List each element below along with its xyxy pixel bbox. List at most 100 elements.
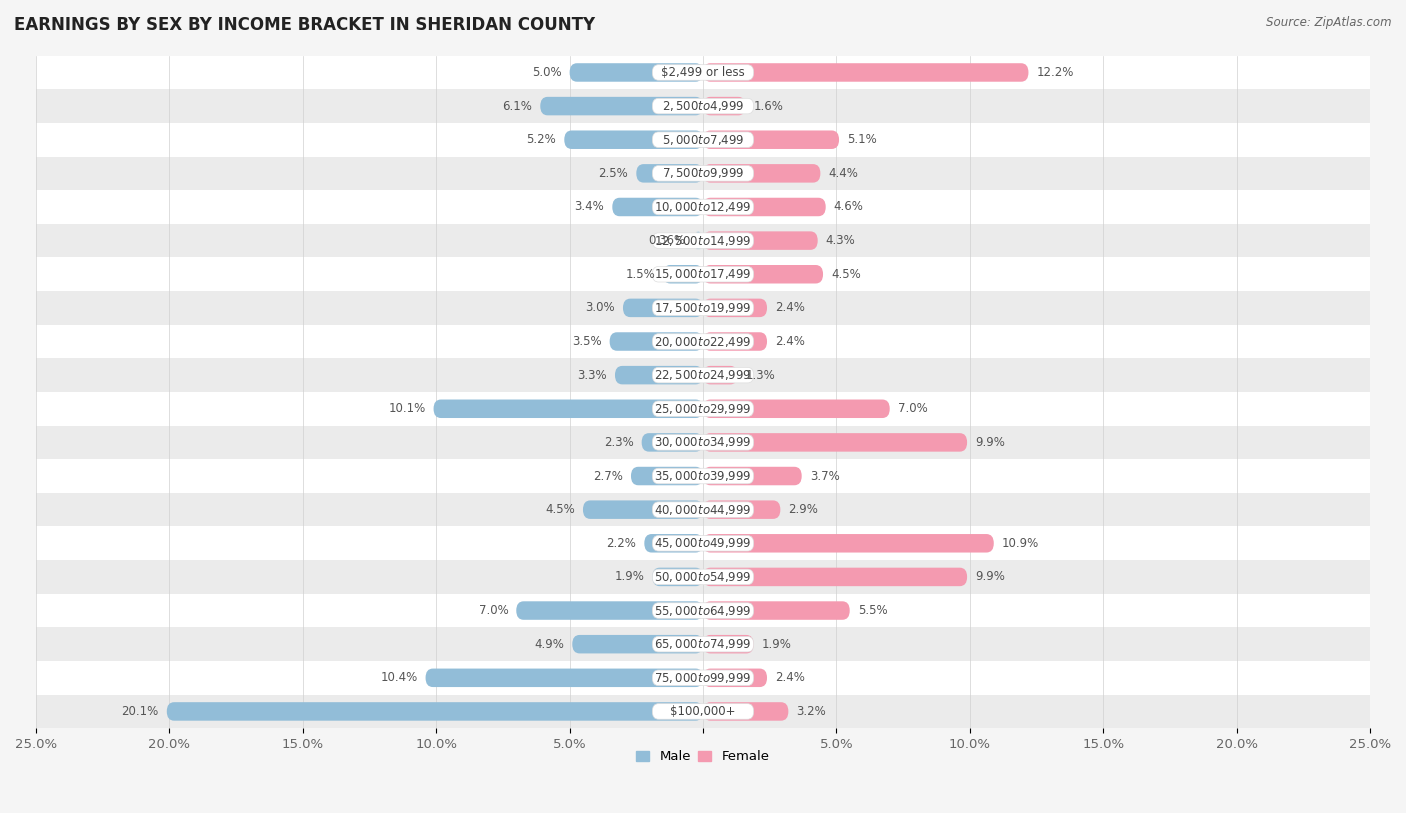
Text: 2.4%: 2.4% [775,672,804,685]
Text: 1.9%: 1.9% [614,571,644,584]
Text: 20.1%: 20.1% [121,705,159,718]
Text: 4.5%: 4.5% [546,503,575,516]
Text: 4.5%: 4.5% [831,267,860,280]
FancyBboxPatch shape [703,63,1028,82]
FancyBboxPatch shape [631,467,703,485]
Text: 10.1%: 10.1% [388,402,426,415]
FancyBboxPatch shape [540,97,703,115]
Text: 4.6%: 4.6% [834,201,863,214]
FancyBboxPatch shape [652,567,703,586]
Text: 5.1%: 5.1% [846,133,877,146]
Text: 12.2%: 12.2% [1036,66,1074,79]
FancyBboxPatch shape [703,298,768,317]
FancyBboxPatch shape [583,501,703,519]
FancyBboxPatch shape [652,536,754,551]
Bar [37,258,1369,291]
FancyBboxPatch shape [641,433,703,452]
Text: $55,000 to $64,999: $55,000 to $64,999 [654,603,752,618]
Bar [37,392,1369,425]
Text: $65,000 to $74,999: $65,000 to $74,999 [654,637,752,651]
FancyBboxPatch shape [652,334,754,350]
FancyBboxPatch shape [703,130,839,149]
Text: EARNINGS BY SEX BY INCOME BRACKET IN SHERIDAN COUNTY: EARNINGS BY SEX BY INCOME BRACKET IN SHE… [14,16,595,34]
Text: 1.9%: 1.9% [762,637,792,650]
Text: $45,000 to $49,999: $45,000 to $49,999 [654,537,752,550]
Bar [37,628,1369,661]
FancyBboxPatch shape [703,333,768,350]
Text: 5.2%: 5.2% [526,133,557,146]
FancyBboxPatch shape [693,232,703,250]
FancyBboxPatch shape [652,367,754,383]
FancyBboxPatch shape [652,267,754,282]
Text: $7,500 to $9,999: $7,500 to $9,999 [662,167,744,180]
Text: $25,000 to $29,999: $25,000 to $29,999 [654,402,752,415]
Text: 5.0%: 5.0% [531,66,561,79]
Text: 1.6%: 1.6% [754,100,783,112]
Text: 2.2%: 2.2% [606,537,637,550]
Text: $20,000 to $22,499: $20,000 to $22,499 [654,334,752,349]
Text: 3.5%: 3.5% [572,335,602,348]
FancyBboxPatch shape [652,602,754,619]
Text: $40,000 to $44,999: $40,000 to $44,999 [654,502,752,516]
Text: 3.0%: 3.0% [585,302,614,315]
Bar [37,593,1369,628]
FancyBboxPatch shape [703,433,967,452]
Text: $17,500 to $19,999: $17,500 to $19,999 [654,301,752,315]
FancyBboxPatch shape [703,366,738,385]
Bar [37,425,1369,459]
FancyBboxPatch shape [703,467,801,485]
Bar [37,527,1369,560]
FancyBboxPatch shape [703,501,780,519]
Bar [37,157,1369,190]
FancyBboxPatch shape [703,97,745,115]
Text: 3.2%: 3.2% [796,705,827,718]
Text: 1.5%: 1.5% [626,267,655,280]
FancyBboxPatch shape [652,468,754,484]
FancyBboxPatch shape [703,702,789,720]
FancyBboxPatch shape [652,166,754,181]
FancyBboxPatch shape [703,668,768,687]
Text: 10.9%: 10.9% [1002,537,1039,550]
Text: 2.4%: 2.4% [775,302,804,315]
Legend: Male, Female: Male, Female [631,746,775,769]
FancyBboxPatch shape [703,602,849,620]
Text: 3.4%: 3.4% [575,201,605,214]
Bar [37,359,1369,392]
FancyBboxPatch shape [703,567,967,586]
Text: 2.5%: 2.5% [599,167,628,180]
Bar [37,694,1369,728]
Text: $30,000 to $34,999: $30,000 to $34,999 [654,436,752,450]
FancyBboxPatch shape [703,198,825,216]
FancyBboxPatch shape [652,637,754,652]
Text: $2,499 or less: $2,499 or less [661,66,745,79]
FancyBboxPatch shape [652,65,754,80]
Text: 3.7%: 3.7% [810,470,839,483]
Text: $10,000 to $12,499: $10,000 to $12,499 [654,200,752,214]
Text: 10.4%: 10.4% [380,672,418,685]
FancyBboxPatch shape [703,232,818,250]
Text: 3.3%: 3.3% [578,368,607,381]
Text: $100,000+: $100,000+ [671,705,735,718]
Bar [37,89,1369,123]
Text: 7.0%: 7.0% [898,402,928,415]
Bar [37,123,1369,157]
Text: 2.9%: 2.9% [789,503,818,516]
FancyBboxPatch shape [433,399,703,418]
FancyBboxPatch shape [703,399,890,418]
FancyBboxPatch shape [664,265,703,284]
FancyBboxPatch shape [703,265,823,284]
FancyBboxPatch shape [652,300,754,315]
FancyBboxPatch shape [614,366,703,385]
FancyBboxPatch shape [652,401,754,416]
FancyBboxPatch shape [652,233,754,249]
Text: 5.5%: 5.5% [858,604,887,617]
FancyBboxPatch shape [426,668,703,687]
Text: $22,500 to $24,999: $22,500 to $24,999 [654,368,752,382]
Text: 7.0%: 7.0% [478,604,508,617]
Text: $35,000 to $39,999: $35,000 to $39,999 [654,469,752,483]
Text: 2.7%: 2.7% [593,470,623,483]
FancyBboxPatch shape [703,164,820,183]
Bar [37,224,1369,258]
FancyBboxPatch shape [652,502,754,517]
Bar [37,55,1369,89]
